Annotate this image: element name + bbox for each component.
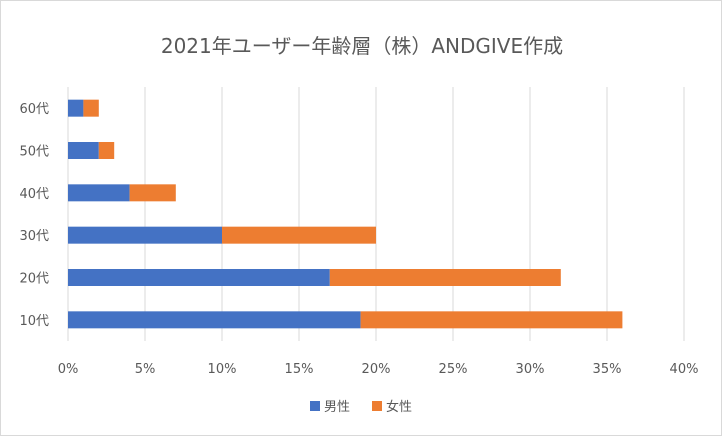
bar-segment [68,142,99,159]
bars [68,99,623,329]
y-tick-label: 20代 [19,272,49,287]
bar-segment [68,311,361,329]
bar-segment [222,226,376,244]
y-tick-label: 60代 [19,102,49,117]
x-tick-label: 5% [135,362,156,377]
bar-segment [98,142,115,159]
x-tick-label: 40% [670,362,699,377]
bar-segment [68,269,330,286]
x-tick-label: 10% [208,362,237,377]
bar-segment [129,184,176,202]
y-tick-labels: 10代 20代 30代 40代 50代 60代 [19,102,49,329]
y-tick-label: 10代 [19,314,49,329]
x-tick-label: 30% [516,362,545,377]
x-tick-label: 0% [58,362,79,377]
x-tick-labels: 0% 5% 10% 15% 20% 25% 30% 35% 40% [58,362,699,377]
legend-label: 女性 [386,399,412,415]
bar-segment [360,311,623,329]
legend-swatch [310,401,320,411]
legend-label: 男性 [324,400,350,415]
bar-segment [68,226,222,244]
legend: 男性 女性 [310,399,412,415]
legend-swatch [372,401,382,411]
x-tick-label: 20% [362,362,391,377]
bar-segment [68,99,84,117]
chart-title: 2021年ユーザー年齢層（株）ANDGIVE作成 [161,34,563,58]
y-tick-label: 50代 [19,145,49,160]
y-tick-label: 40代 [19,187,49,202]
bar-segment [329,269,561,286]
x-tick-label: 15% [285,362,314,377]
bar-segment [83,99,99,117]
x-tick-label: 35% [593,362,622,377]
x-tick-label: 25% [439,362,468,377]
y-tick-label: 30代 [19,229,49,244]
gridlines [67,87,685,341]
bar-segment [68,184,130,202]
